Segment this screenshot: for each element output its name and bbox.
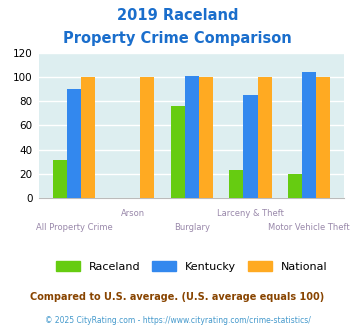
Bar — [140, 77, 154, 198]
Text: Burglary: Burglary — [174, 223, 210, 232]
Text: Property Crime Comparison: Property Crime Comparison — [63, 31, 292, 46]
Bar — [229, 170, 244, 198]
Bar — [170, 106, 185, 198]
Legend: Raceland, Kentucky, National: Raceland, Kentucky, National — [51, 257, 332, 277]
Bar — [81, 77, 95, 198]
Bar — [244, 95, 258, 198]
Text: Larceny & Theft: Larceny & Theft — [217, 209, 284, 218]
Bar — [185, 76, 199, 198]
Text: Arson: Arson — [121, 209, 145, 218]
Bar — [199, 77, 213, 198]
Text: Compared to U.S. average. (U.S. average equals 100): Compared to U.S. average. (U.S. average … — [31, 292, 324, 302]
Bar — [53, 160, 67, 198]
Bar — [302, 72, 316, 198]
Bar — [67, 89, 81, 198]
Bar — [258, 77, 272, 198]
Bar — [316, 77, 331, 198]
Text: All Property Crime: All Property Crime — [36, 223, 113, 232]
Text: © 2025 CityRating.com - https://www.cityrating.com/crime-statistics/: © 2025 CityRating.com - https://www.city… — [45, 316, 310, 325]
Text: Motor Vehicle Theft: Motor Vehicle Theft — [268, 223, 350, 232]
Bar — [288, 174, 302, 198]
Text: 2019 Raceland: 2019 Raceland — [117, 8, 238, 23]
